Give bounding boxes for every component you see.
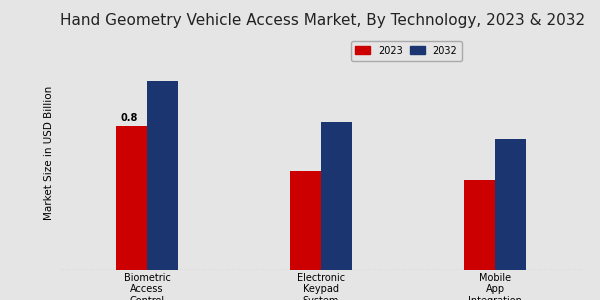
Text: Hand Geometry Vehicle Access Market, By Technology, 2023 & 2032: Hand Geometry Vehicle Access Market, By … <box>60 13 585 28</box>
Bar <box>147 81 178 270</box>
Text: 0.8: 0.8 <box>121 113 138 123</box>
Bar <box>290 171 321 270</box>
Bar <box>116 126 147 270</box>
Legend: 2023, 2032: 2023, 2032 <box>350 41 462 61</box>
Y-axis label: Market Size in USD Billion: Market Size in USD Billion <box>44 86 55 220</box>
Bar <box>321 122 352 270</box>
Bar <box>495 139 526 270</box>
Bar <box>464 180 495 270</box>
